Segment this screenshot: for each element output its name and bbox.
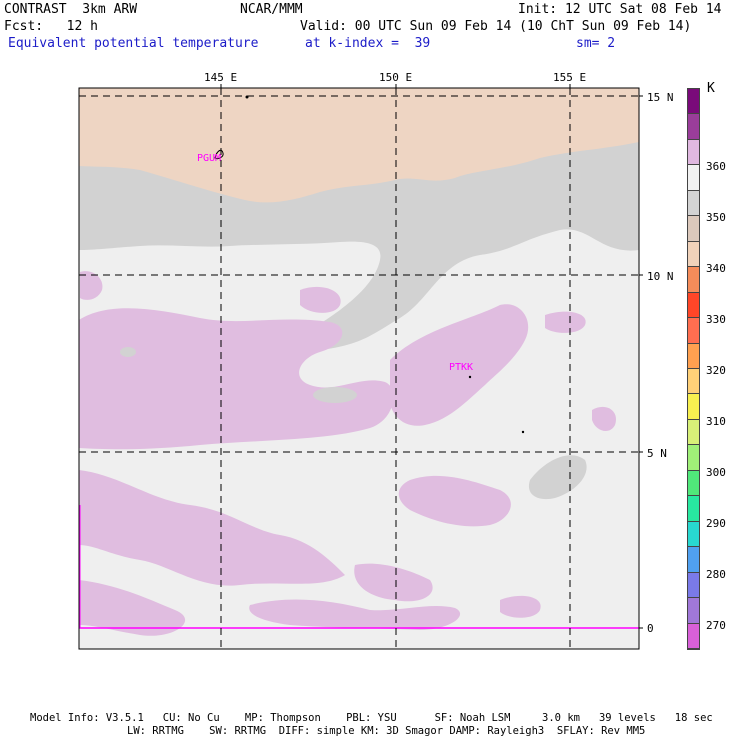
colorbar-label: 350 — [706, 211, 726, 224]
colorbar-swatch — [688, 445, 699, 471]
colorbar-swatch — [688, 368, 699, 395]
map-frame — [78, 87, 640, 650]
colorbar-swatch — [688, 547, 699, 573]
colorbar-swatch — [688, 572, 699, 599]
colorbar-label: 310 — [706, 415, 726, 428]
colorbar-swatch — [688, 598, 699, 624]
colorbar-swatch — [688, 394, 699, 420]
colorbar-label: 280 — [706, 568, 726, 581]
colorbar-swatch — [688, 190, 699, 217]
center-name: NCAR/MMM — [240, 2, 303, 17]
model-info-line1: Model Info: V3.5.1 CU: No Cu MP: Thompso… — [30, 712, 713, 724]
lon-label-155: 155 E — [553, 71, 587, 84]
colorbar-swatch — [688, 89, 699, 115]
field-name: Equivalent potential temperature — [8, 36, 259, 51]
colorbar-label: 270 — [706, 619, 726, 632]
lon-label-145: 145 E — [204, 71, 238, 84]
station-ptkk: PTKK — [449, 362, 474, 373]
colorbar-swatch — [688, 318, 699, 344]
colorbar-label: 360 — [706, 160, 726, 173]
colorbar-swatch — [688, 267, 699, 293]
field-shading — [79, 88, 639, 649]
station-pgum: PGUM — [197, 153, 222, 164]
model-name: CONTRAST 3km ARW — [4, 2, 138, 17]
colorbar-swatch — [688, 623, 699, 649]
colorbar-label: 290 — [706, 517, 726, 530]
colorbar-label: 330 — [706, 313, 726, 326]
colorbar-swatch — [688, 419, 699, 446]
colorbar-label: 300 — [706, 466, 726, 479]
colorbar-swatch — [688, 343, 699, 369]
smoothing-info: sm= 2 — [576, 36, 616, 51]
lat-label-15n: 15 N — [647, 91, 674, 104]
lon-label-150: 150 E — [379, 71, 413, 84]
colorbar-swatch — [688, 114, 699, 140]
guam-coastline — [214, 149, 224, 160]
lat-label-5n: 5 N — [647, 447, 667, 460]
colorbar-swatch — [688, 292, 699, 319]
colorbar-swatch — [688, 165, 699, 191]
colorbar-unit: K — [707, 81, 715, 96]
colorbar-swatch — [688, 521, 699, 548]
lat-label-0: 0 — [647, 622, 654, 635]
colorbar — [687, 88, 700, 650]
forecast-hour: Fcst: 12 h — [4, 19, 98, 34]
valid-time: Valid: 00 UTC Sun 09 Feb 14 (10 ChT Sun … — [300, 19, 692, 34]
model-info-line2: LW: RRTMG SW: RRTMG DIFF: simple KM: 3D … — [127, 725, 646, 737]
lat-lon-grid — [79, 88, 639, 649]
colorbar-swatch — [688, 216, 699, 242]
init-time: Init: 12 UTC Sat 08 Feb 14 — [518, 2, 722, 17]
colorbar-swatch — [688, 470, 699, 497]
colorbar-label: 340 — [706, 262, 726, 275]
colorbar-label: 320 — [706, 364, 726, 377]
colorbar-swatch — [688, 241, 699, 268]
colorbar-swatch — [688, 139, 699, 166]
level-info: at k-index = 39 — [305, 36, 431, 51]
colorbar-swatch — [688, 496, 699, 522]
lat-label-10n: 10 N — [647, 270, 674, 283]
